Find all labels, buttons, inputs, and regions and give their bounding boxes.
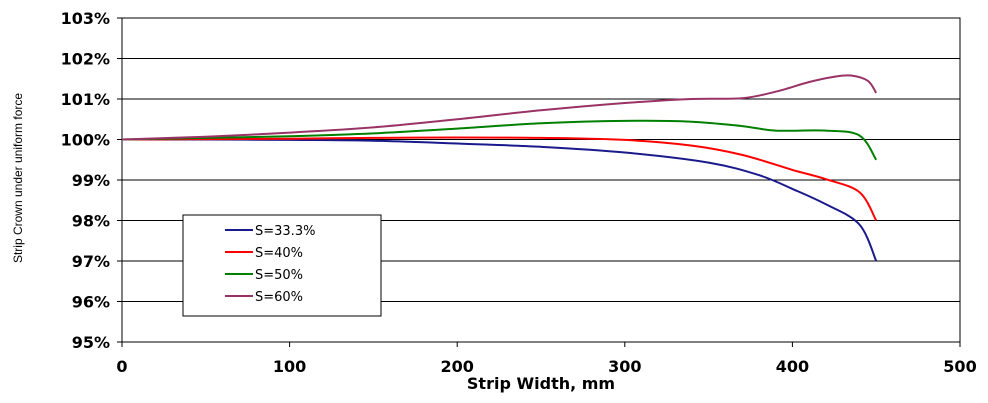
- x-tick-label: 0: [116, 357, 127, 376]
- x-tick-label: 100: [273, 357, 306, 376]
- y-tick-label: 97%: [72, 252, 110, 271]
- y-tick-label: 100%: [61, 131, 110, 150]
- y-tick-label: 102%: [61, 50, 110, 69]
- y-tick-label: 99%: [72, 171, 110, 190]
- legend-label-1: S=33.3%: [255, 224, 315, 239]
- x-tick-label: 300: [608, 357, 641, 376]
- x-tick-label: 500: [943, 357, 976, 376]
- y-axis-title: Strip Crown under uniform force: [11, 93, 25, 263]
- x-axis: 0 100 200 300 400 500: [116, 342, 977, 376]
- y-tick-label: 101%: [61, 90, 110, 109]
- x-axis-title: Strip Width, mm: [467, 374, 615, 393]
- y-tick-label: 95%: [72, 333, 110, 352]
- legend-label-2: S=40%: [255, 246, 303, 261]
- legend: S=33.3% S=40% S=50% S=60%: [182, 214, 382, 317]
- legend-box: [182, 214, 382, 317]
- y-tick-label: 98%: [72, 212, 110, 231]
- y-tick-label: 96%: [72, 293, 110, 312]
- series-lines: [121, 74, 878, 262]
- x-tick-label: 200: [440, 357, 473, 376]
- y-tick-label: 103%: [61, 9, 110, 28]
- series-line-3: [121, 119, 878, 161]
- legend-label-4: S=60%: [255, 290, 303, 305]
- y-axis: 95% 96% 97% 98% 99% 100% 101% 102% 103%: [61, 9, 122, 352]
- series-line-1: [121, 138, 878, 262]
- legend-label-3: S=50%: [255, 268, 303, 283]
- series-line-2: [121, 136, 878, 222]
- x-tick-label: 400: [776, 357, 809, 376]
- series-line-4: [121, 74, 878, 141]
